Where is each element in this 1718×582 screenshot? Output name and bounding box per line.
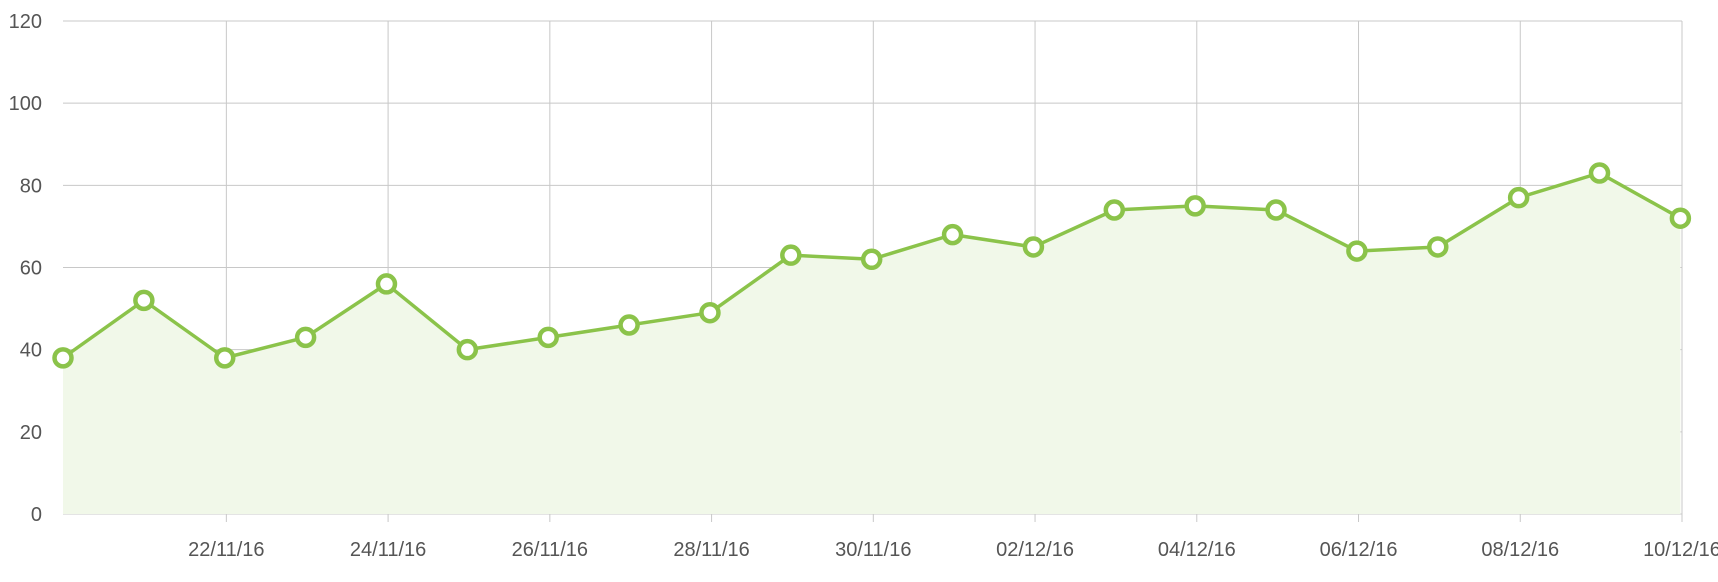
y-tick-label: 40 — [20, 340, 42, 362]
y-axis-tick-labels: 0 20 40 60 80 100 120 — [9, 11, 42, 526]
data-point[interactable] — [456, 338, 479, 361]
data-point[interactable] — [375, 273, 398, 295]
series-area — [63, 173, 1681, 514]
data-point[interactable] — [294, 326, 317, 349]
x-tick-label: 22/11/16 — [188, 539, 264, 561]
x-tick-label: 24/11/16 — [350, 539, 426, 561]
y-tick-label: 100 — [9, 93, 42, 115]
data-point[interactable] — [1265, 199, 1287, 221]
data-point[interactable] — [1588, 162, 1611, 184]
x-axis-tick-labels: 22/11/16 24/11/16 26/11/16 28/11/16 30/11/16… — [188, 539, 1718, 561]
y-tick-label: 120 — [9, 11, 42, 33]
y-tick-label: 60 — [20, 258, 42, 280]
data-point[interactable] — [941, 223, 964, 246]
y-tick-label: 80 — [20, 175, 42, 197]
data-points-layer — [52, 162, 1692, 369]
data-point[interactable] — [1507, 186, 1530, 209]
data-point[interactable] — [1669, 207, 1692, 229]
data-point[interactable] — [780, 244, 802, 266]
data-point[interactable] — [1184, 195, 1206, 217]
data-point[interactable] — [860, 248, 883, 271]
data-point[interactable] — [618, 314, 640, 336]
data-point[interactable] — [133, 289, 155, 312]
data-point[interactable] — [537, 326, 559, 349]
data-point[interactable] — [1103, 199, 1126, 221]
x-tick-label: 08/12/16 — [1481, 539, 1559, 561]
data-point[interactable] — [699, 301, 721, 324]
y-tick-label: 0 — [31, 504, 42, 526]
y-tick-label: 20 — [20, 422, 42, 444]
x-tick-label: 06/12/16 — [1320, 539, 1398, 561]
data-point[interactable] — [1427, 236, 1449, 258]
data-point[interactable] — [1346, 240, 1368, 262]
x-tick-label: 30/11/16 — [835, 539, 911, 561]
data-point[interactable] — [52, 347, 74, 369]
x-tick-label: 02/12/16 — [996, 539, 1074, 561]
data-point[interactable] — [213, 347, 236, 369]
x-tick-label: 28/11/16 — [673, 539, 749, 561]
data-point[interactable] — [1022, 236, 1045, 258]
x-tick-label: 10/12/16 — [1643, 539, 1718, 561]
area-fill-layer — [63, 173, 1681, 514]
x-tick-label: 26/11/16 — [512, 539, 588, 561]
x-tick-label: 04/12/16 — [1158, 539, 1236, 561]
